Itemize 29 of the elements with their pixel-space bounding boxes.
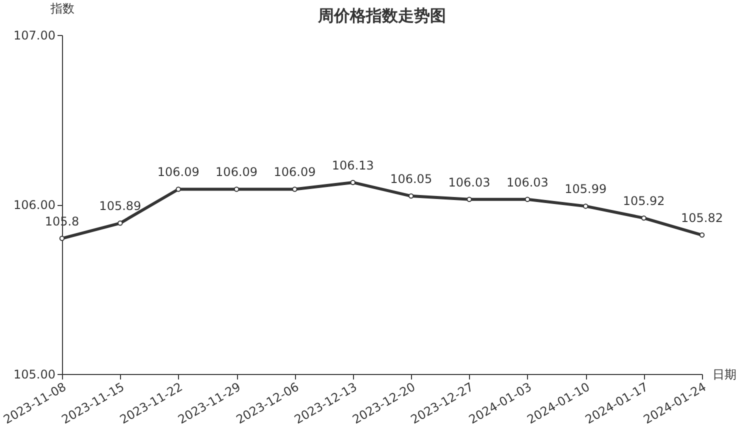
point (699, 232, 705, 238)
point (176, 186, 181, 192)
data-label: 105.92 (622, 194, 665, 208)
point (524, 196, 530, 202)
data-label: 105.99 (564, 182, 607, 196)
point (118, 220, 123, 226)
data-label: 105.82 (681, 211, 723, 226)
y-tick-label: 107.00 (14, 28, 56, 42)
point (583, 204, 588, 209)
point (641, 215, 646, 221)
data-label: 106.03 (448, 175, 490, 190)
point (466, 196, 472, 202)
data-label: 105.89 (99, 199, 142, 214)
data-label: 106.13 (332, 158, 374, 172)
chart-title: 周价格指数走势图 (317, 6, 446, 25)
point (350, 180, 356, 186)
data-label: 106.09 (274, 165, 316, 180)
point (234, 186, 240, 192)
point (59, 236, 65, 242)
data-label: 106.09 (216, 165, 258, 180)
point (408, 193, 414, 199)
x-axis-title: 日期 (712, 368, 736, 382)
data-label: 106.05 (390, 172, 432, 186)
y-axis-title: 指数 (50, 2, 74, 16)
y-tick-label: 106.00 (14, 198, 56, 212)
point (292, 186, 298, 192)
data-label: 106.03 (506, 175, 548, 190)
data-label: 106.09 (157, 165, 200, 180)
y-tick-label: 105.00 (14, 368, 56, 382)
